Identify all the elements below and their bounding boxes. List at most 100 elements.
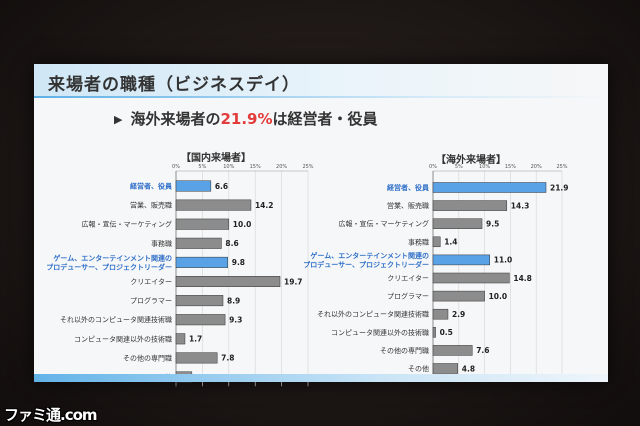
category-label-line: その他 [408, 364, 429, 373]
bar [432, 363, 459, 374]
data-label: 14.8 [513, 274, 532, 283]
category-label-line: それ以外のコンピュータ関連技術職 [317, 310, 429, 319]
category-label: ゲーム、エンターテインメント関連のプロデューサー、プロジェクトリーダー [303, 251, 429, 269]
bar [175, 333, 186, 345]
bar [175, 276, 281, 287]
bar [432, 254, 491, 266]
data-label: 21.9 [550, 183, 569, 192]
category-label: プログラマー [130, 296, 172, 305]
overseas-bar-chart: 0% 5% 10% 15% 20% 25% 21.9 経営者、役員 14.3 営業、販売職 9.5 広… [303, 164, 569, 378]
slide-headline: ▶ 海外来場者の21.9%は経営者・役員 [114, 108, 378, 129]
category-label-line: 経営者、役員 [130, 182, 173, 191]
category-label-line: 広報・宣伝・マーケティング [339, 219, 429, 228]
x-tick-label: 10% [223, 164, 234, 170]
category-label: その他の専門職 [123, 353, 172, 362]
category-label: 営業、販売職 [130, 201, 172, 210]
category-label-line: 営業、販売職 [130, 201, 172, 210]
category-label: 広報・宣伝・マーケティング [339, 219, 429, 228]
bar [175, 199, 252, 211]
category-label: 経営者、役員 [387, 183, 430, 192]
overseas-panel-title: 【海外来場者】 [436, 155, 506, 166]
category-label-line: コンピュータ関連以外の技術職 [74, 334, 172, 343]
slide-footer-band [34, 374, 608, 382]
data-label: 2.9 [452, 310, 465, 319]
category-label-line: 事務職 [151, 239, 172, 248]
category-label: クリエイター [130, 277, 172, 286]
category-label: その他 [408, 364, 429, 373]
data-label: 0.5 [440, 328, 453, 337]
bar [432, 218, 483, 229]
category-label: それ以外のコンピュータ関連技術職 [317, 310, 429, 319]
data-label: 10.0 [233, 220, 252, 229]
x-tick-label: 25% [302, 164, 313, 170]
data-label: 8.6 [225, 239, 238, 248]
data-label: 4.8 [462, 364, 475, 373]
category-label: 営業、販売職 [387, 201, 429, 210]
x-tick-label: 0% [429, 164, 437, 170]
x-tick-label: 5% [198, 164, 206, 170]
category-label-line: コンピュータ関連以外の技術職 [331, 328, 429, 337]
category-label: 事務職 [408, 237, 429, 246]
category-label: コンピュータ関連以外の技術職 [331, 328, 429, 337]
category-label: その他の専門職 [380, 346, 429, 355]
bar [175, 180, 212, 192]
bar [175, 256, 228, 268]
headline-prefix: 海外来場者の [130, 110, 221, 128]
category-label: 経営者、役員 [130, 182, 173, 191]
category-label: それ以外のコンピュータ関連技術職 [60, 315, 172, 324]
x-tick-label: 10% [479, 164, 490, 170]
bar [432, 236, 441, 248]
triangle-bullet-icon: ▶ [114, 113, 123, 126]
x-tick-label: 5% [455, 164, 463, 170]
x-tick-label: 15% [250, 164, 261, 170]
x-tick-label: 0% [172, 164, 180, 170]
data-label: 19.7 [284, 277, 303, 286]
bar [175, 314, 226, 326]
headline-suffix: は経営者・役員 [272, 110, 378, 128]
domestic-bar-chart: 0% 5% 10% 15% 20% 25% 6.6 経営者、役員 14.2 営業、販売職 10.0 広… [46, 164, 314, 387]
bar [432, 272, 510, 284]
category-label: プログラマー [387, 292, 429, 301]
bar [175, 295, 224, 307]
category-label-line: その他の専門職 [380, 346, 429, 355]
data-label: 7.6 [476, 346, 489, 355]
category-label-line: プロデューサー、プロジェクトリーダー [46, 262, 172, 271]
bar [432, 345, 473, 356]
category-label-line: クリエイター [387, 274, 429, 283]
category-label-line: それ以外のコンピュータ関連技術職 [60, 315, 172, 324]
data-label: 9.5 [486, 220, 499, 229]
data-label: 9.8 [232, 258, 245, 267]
x-tick-label: 15% [505, 164, 516, 170]
projection-screen: 来場者の職種（ビジネスデイ） ▶ 海外来場者の21.9%は経営者・役員 【国内来場… [34, 64, 608, 387]
category-label-line: ゲーム、エンターテインメント関連の [310, 251, 429, 260]
data-label: 1.7 [189, 335, 202, 344]
category-label-line: 広報・宣伝・マーケティング [82, 220, 172, 229]
category-label: クリエイター [387, 274, 429, 283]
bar [432, 200, 508, 211]
headline-percentage: 21.9% [220, 110, 273, 128]
slide-header-band [34, 64, 608, 98]
data-label: 14.3 [511, 201, 530, 210]
domestic-panel-title: 【国内来場者】 [181, 153, 251, 164]
bar [175, 237, 222, 249]
bar [432, 327, 436, 338]
data-label: 10.0 [489, 292, 508, 301]
data-label: 9.3 [229, 316, 242, 325]
bar [175, 352, 218, 364]
bar [175, 218, 230, 230]
data-label: 7.8 [221, 354, 234, 363]
category-label: ゲーム、エンターテインメント関連のプロデューサー、プロジェクトリーダー [46, 253, 172, 271]
category-label-line: プログラマー [387, 292, 429, 301]
data-label: 11.0 [494, 256, 513, 265]
data-label: 1.4 [444, 238, 457, 247]
x-tick-label: 20% [531, 164, 542, 170]
slide-title: 来場者の職種（ビジネスデイ） [48, 75, 300, 95]
category-label-line: その他の専門職 [123, 353, 172, 362]
watermark-logo: ファミ通.com [4, 406, 98, 424]
data-label: 8.9 [227, 296, 240, 305]
category-label-line: プロデューサー、プロジェクトリーダー [303, 260, 429, 269]
category-label-line: プログラマー [130, 296, 172, 305]
category-label: 広報・宣伝・マーケティング [82, 220, 172, 229]
category-label: コンピュータ関連以外の技術職 [74, 334, 172, 343]
category-label-line: 営業、販売職 [387, 201, 429, 210]
